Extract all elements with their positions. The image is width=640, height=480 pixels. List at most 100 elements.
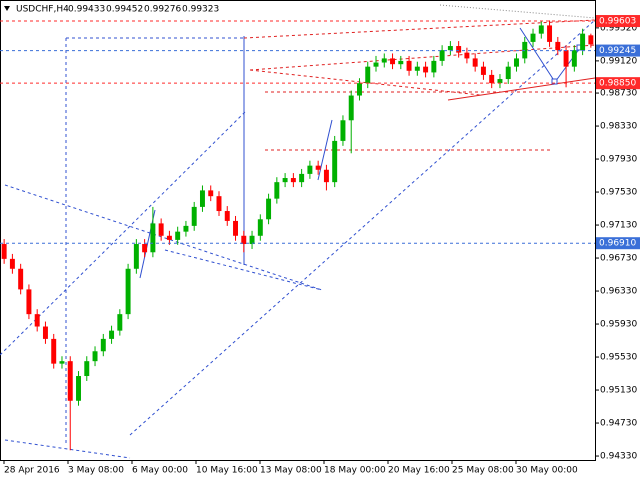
candle-body — [307, 165, 313, 174]
x-tick-label: 18 May 00:00 — [324, 466, 386, 476]
candle-body — [133, 244, 139, 269]
y-tick-label: 0.97530 — [600, 188, 637, 198]
candle-body — [563, 50, 569, 67]
level-box — [596, 44, 640, 57]
candle-body — [580, 33, 586, 51]
y-tick-label: 0.99520 — [600, 23, 637, 33]
candle-body — [76, 376, 81, 401]
candle-body — [274, 182, 280, 199]
candle-body — [439, 50, 445, 61]
candle-body — [92, 351, 98, 362]
candle-body — [497, 79, 503, 84]
candle-body — [34, 314, 40, 327]
candle-body — [224, 211, 230, 221]
y-tick-label: 0.97930 — [600, 155, 637, 165]
candle-body — [26, 289, 32, 315]
candle-body — [282, 178, 288, 183]
candle-body — [340, 120, 346, 141]
x-tick-label: 13 May 08:00 — [260, 466, 322, 476]
candle-body — [241, 235, 247, 245]
candle-body — [472, 58, 478, 67]
candle-body — [9, 258, 15, 269]
candle-body — [67, 361, 73, 401]
candle-body — [348, 95, 354, 121]
candle-body — [505, 66, 511, 80]
candle-body — [323, 169, 329, 183]
y-tick-label: 0.94730 — [600, 419, 637, 429]
red-trend-line — [249, 44, 596, 71]
candle-body — [142, 244, 148, 253]
level-label: 0.99603 — [599, 17, 636, 27]
candle-body — [406, 60, 412, 71]
level-label: 0.99245 — [599, 46, 636, 56]
candles — [1, 20, 594, 451]
candle-body — [233, 220, 238, 236]
candle-body — [42, 326, 48, 339]
candle-body — [125, 268, 131, 315]
candle-body — [208, 190, 214, 197]
x-tick-label: 28 Apr 2016 — [4, 466, 60, 476]
header-value: 0.99323 — [182, 5, 219, 15]
candle-body — [166, 235, 172, 240]
candle-body — [158, 223, 164, 236]
symbol: USDCHF,H4 — [16, 5, 69, 15]
red-trend-line — [249, 69, 481, 96]
channel-line — [129, 19, 596, 436]
y-tick-label: 0.95130 — [600, 386, 637, 396]
menu-arrow — [4, 6, 10, 11]
candle-body — [365, 66, 371, 84]
candle-body — [414, 66, 420, 71]
candle-body — [447, 46, 453, 51]
candle-body — [555, 41, 561, 51]
candle-body — [538, 25, 544, 34]
candle-body — [423, 66, 429, 73]
level-label: 0.98850 — [599, 79, 636, 89]
x-tick-label: 30 May 00:00 — [516, 466, 578, 476]
candle-body — [571, 50, 577, 67]
header-value: 0.99276 — [144, 5, 181, 15]
x-tick-label: 6 May 00:00 — [132, 466, 188, 476]
candle-body — [489, 74, 495, 84]
support-line — [447, 77, 596, 101]
level-box — [596, 77, 640, 90]
candle-body — [51, 338, 57, 364]
y-tick-label: 0.96330 — [600, 287, 637, 297]
y-tick-label: 0.99120 — [600, 56, 637, 66]
candle-body — [390, 58, 396, 65]
header-value: 0.99433 — [68, 5, 105, 15]
level-box — [596, 15, 640, 28]
candle-body — [117, 314, 123, 331]
candle-body — [18, 268, 24, 290]
y-tick-label: 0.95930 — [600, 320, 637, 330]
candle-body — [150, 223, 156, 253]
candle-body — [183, 225, 189, 232]
candle-body — [266, 198, 272, 220]
level-box — [596, 237, 640, 250]
candle-body — [357, 83, 362, 96]
x-tick-label: 10 May 16:00 — [196, 466, 258, 476]
header-value: 0.99452 — [106, 5, 143, 15]
candle-body — [191, 206, 197, 226]
candle-body — [398, 60, 404, 65]
candle-body — [464, 52, 470, 59]
candle-body — [257, 219, 263, 236]
y-tick-label: 0.97130 — [600, 221, 637, 231]
candle-body — [109, 330, 115, 339]
y-tick-label: 0.96730 — [600, 254, 637, 264]
candle-body — [381, 58, 387, 63]
y-tick-label: 0.98730 — [600, 89, 637, 99]
candle-body — [175, 231, 181, 240]
y-tick-label: 0.95530 — [600, 353, 637, 363]
wave-line — [317, 119, 333, 181]
annotations — [0, 4, 596, 459]
candle-body — [315, 165, 321, 170]
candle-body — [480, 66, 486, 75]
candle-body — [299, 173, 305, 183]
candle-body — [588, 35, 594, 45]
candle-body — [332, 140, 338, 183]
candle-body — [249, 235, 255, 245]
y-tick-label: 0.98330 — [600, 122, 637, 132]
candle-body — [547, 25, 553, 42]
